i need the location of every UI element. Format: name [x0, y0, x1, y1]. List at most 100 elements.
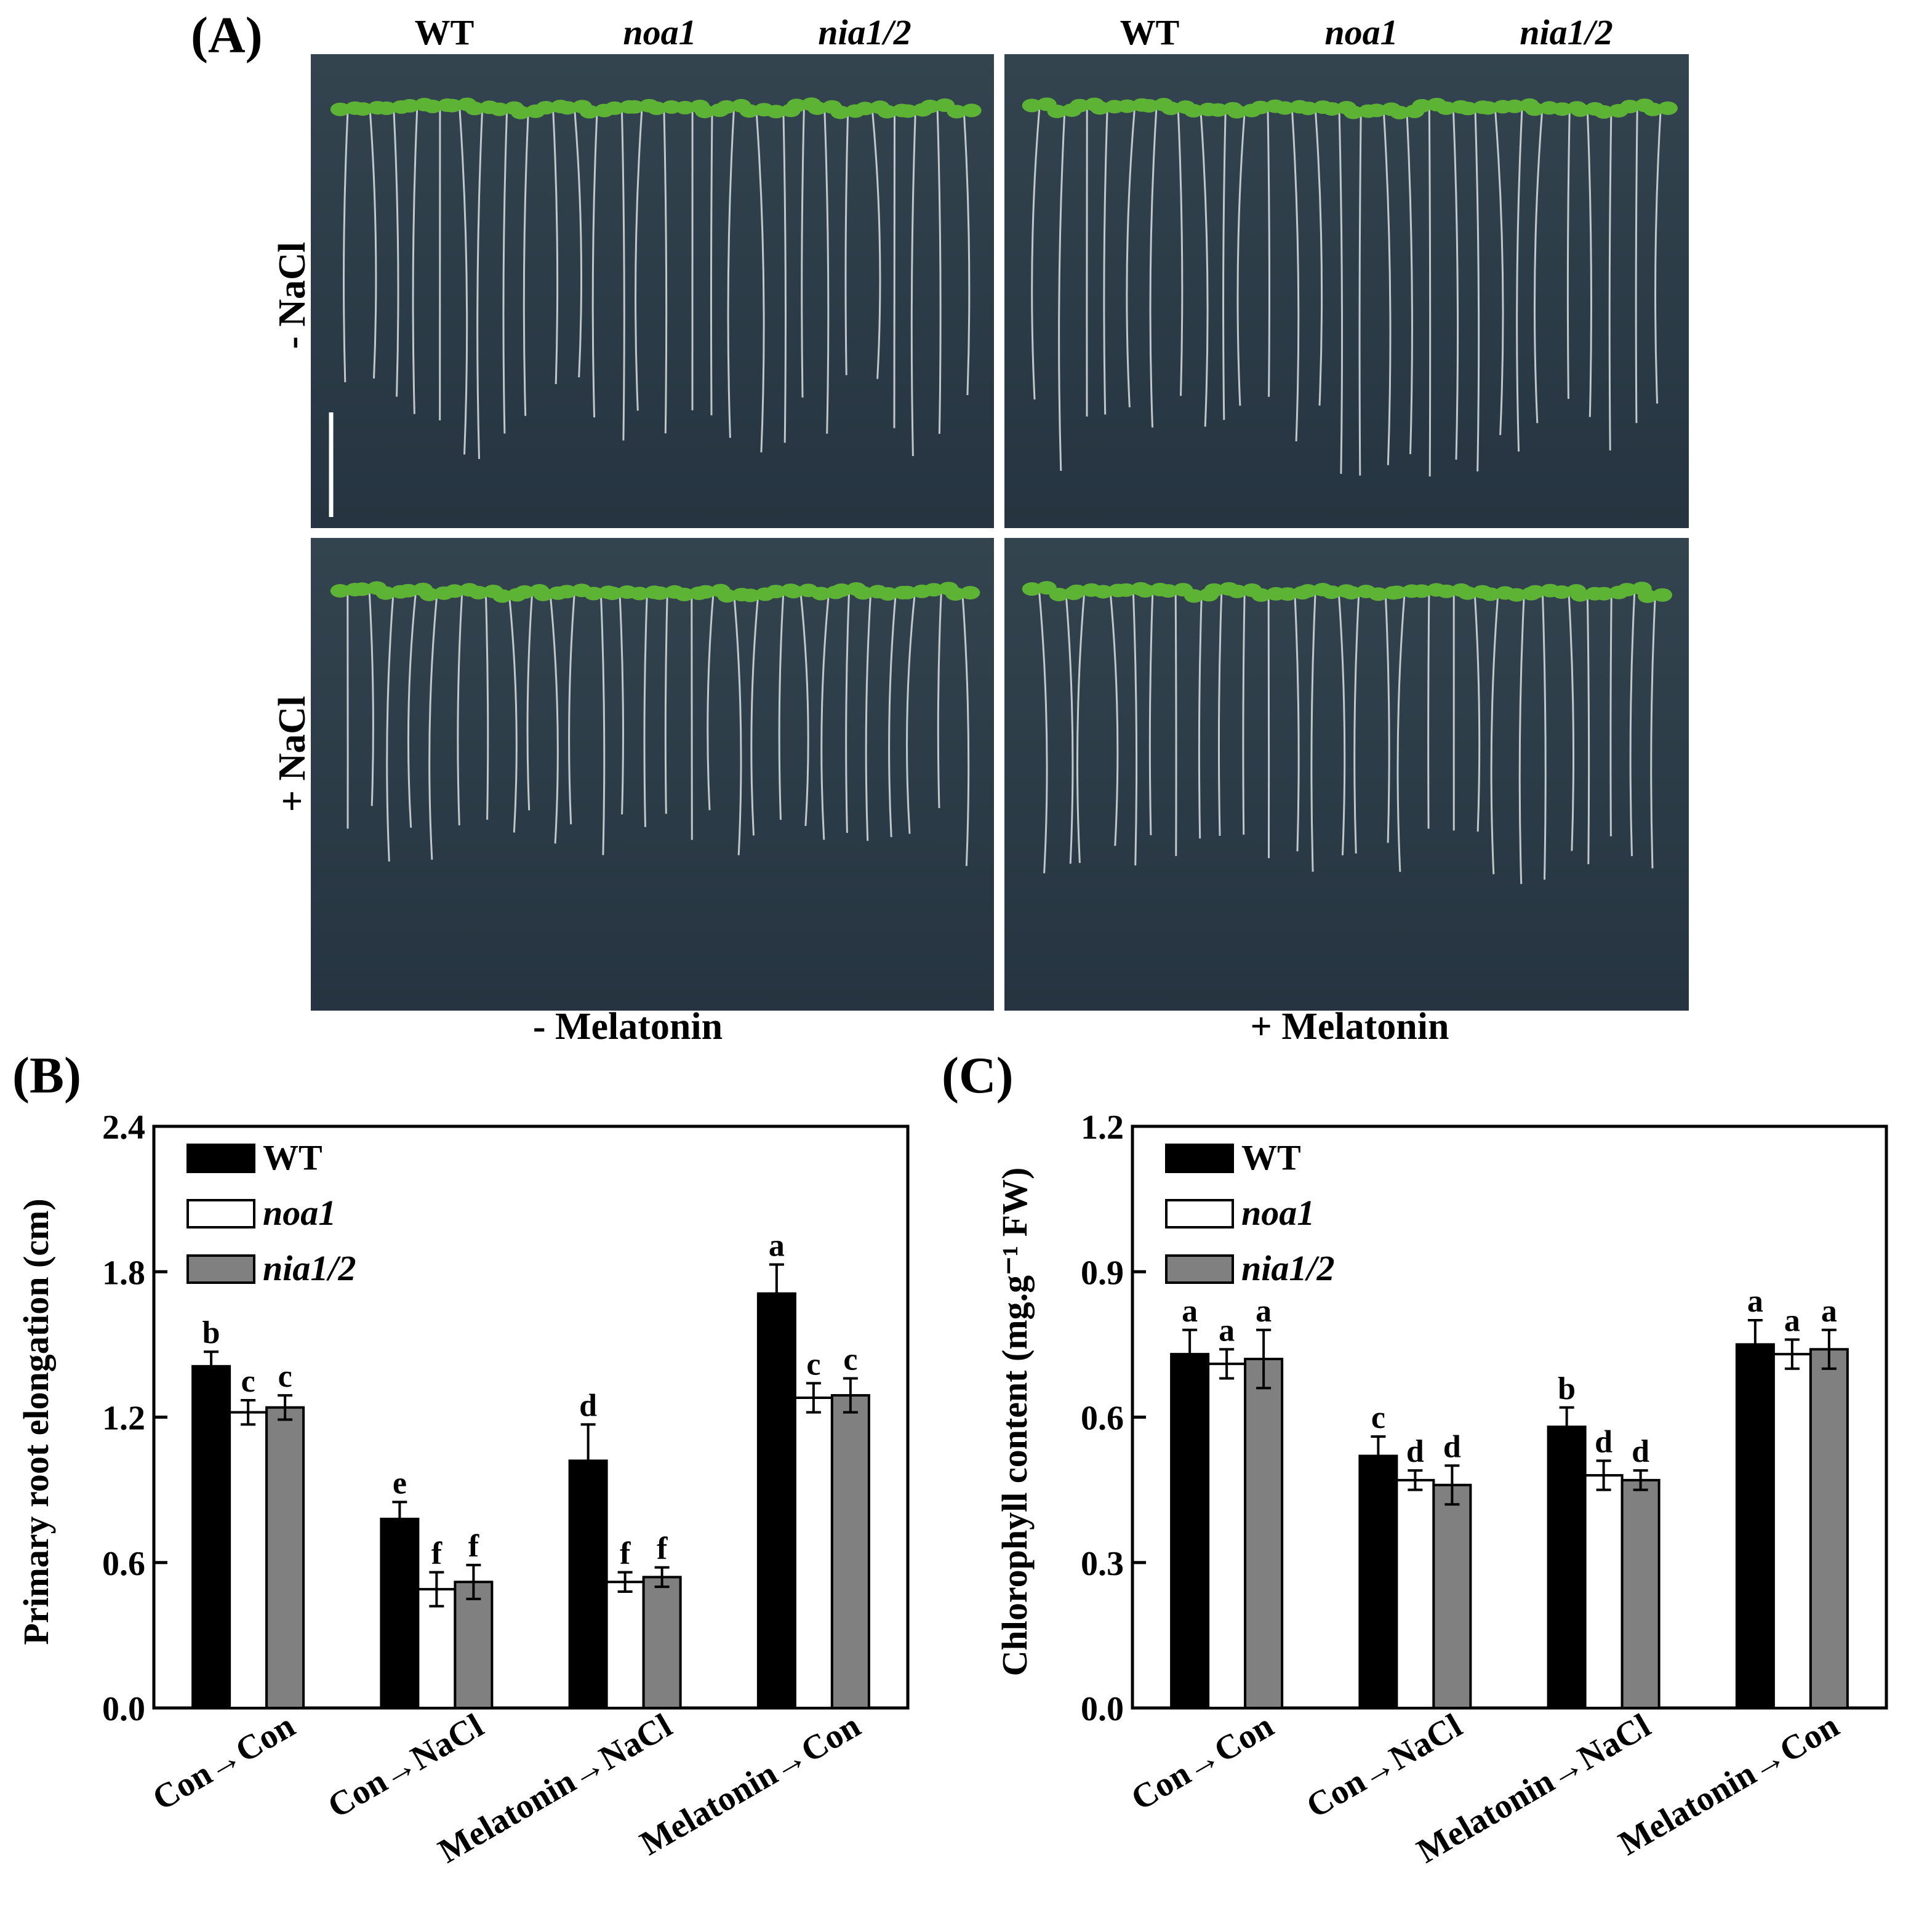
y-tick-label: 0.6: [1081, 1400, 1124, 1438]
seedling-leaf: [1411, 584, 1432, 598]
seedling-root: [1058, 114, 1065, 471]
seedling-root: [600, 597, 606, 856]
seedling-leaf: [1620, 100, 1640, 114]
seedling-root: [1654, 113, 1662, 404]
seedling-leaf: [1067, 584, 1087, 598]
seedling-root: [428, 598, 438, 860]
seedling-leaf: [1275, 101, 1295, 115]
seedling-leaf: [1322, 102, 1342, 116]
seedling-root: [910, 114, 916, 457]
seedling-root: [502, 113, 508, 434]
legend-swatch: [1165, 1254, 1234, 1284]
seedling-root: [412, 109, 419, 414]
genotype-label-wt-left: WT: [415, 12, 475, 52]
seedling-leaf: [1412, 98, 1432, 113]
seedling-root: [1383, 114, 1392, 465]
seedling-leaf: [624, 100, 644, 114]
seedling-root: [755, 114, 765, 453]
seedling-root: [1338, 112, 1344, 474]
seedling-root: [1533, 113, 1543, 423]
seedling-root: [1635, 110, 1638, 423]
bar-nia12-3: [1809, 1348, 1849, 1709]
seedling-root: [1358, 116, 1362, 476]
seedling-leaf: [1390, 105, 1410, 119]
seedling-leaf: [579, 105, 599, 119]
seedling-leaf: [1022, 582, 1042, 596]
seedling-leaf: [515, 585, 535, 599]
seedling-leaf: [924, 583, 944, 597]
seedling-root: [845, 593, 850, 833]
seedling-root: [707, 595, 715, 811]
bar-noa1-0: [1207, 1362, 1247, 1709]
seedling-leaf: [1341, 586, 1361, 599]
seedling-leaf: [831, 583, 852, 597]
bar-nia12-2: [642, 1576, 682, 1709]
legend-swatch: [1165, 1144, 1234, 1173]
y-tick-label: 2.4: [102, 1108, 145, 1147]
significance-letter: d: [1595, 1424, 1613, 1459]
seedling-root: [1076, 595, 1085, 864]
chart-b-ylabel: Primary root elongation (cm): [16, 1198, 56, 1645]
seedling-leaf: [1524, 102, 1545, 116]
seedling-leaf: [1321, 585, 1342, 599]
seedling-root: [1200, 114, 1209, 427]
row-label-plus-nacl: + NaCl: [271, 696, 313, 812]
seedling-leaf: [1617, 583, 1637, 597]
bar-nia12-0: [1244, 1358, 1284, 1709]
seedling-root: [643, 597, 648, 827]
seedling-root: [619, 596, 624, 815]
seedling-root: [1065, 598, 1074, 864]
significance-letter: a: [1256, 1294, 1272, 1329]
seedling-leaf: [830, 105, 851, 119]
seedling-root: [635, 110, 643, 411]
seedling-root: [844, 116, 849, 375]
seedling-leaf: [630, 587, 650, 601]
y-tick-label: 0.0: [102, 1690, 145, 1728]
y-tick-label: 0.0: [1081, 1690, 1124, 1728]
seedling-root: [1516, 110, 1523, 452]
seedling-leaf: [353, 102, 373, 116]
seedling-leaf: [1525, 585, 1545, 599]
seedling-root: [386, 596, 395, 862]
seedling-leaf: [739, 104, 759, 118]
genotype-label-noa1-left: noa1: [623, 12, 696, 52]
seedling-leaf: [1047, 105, 1067, 118]
seedling-leaf: [1436, 101, 1456, 115]
seedling-leaf: [1135, 583, 1155, 598]
seedling-root: [552, 111, 559, 385]
seedling-root: [1198, 599, 1203, 839]
chart-c: (C) Chlorophyll content (mg.g⁻¹ FW) 0.0 0…: [942, 1047, 1888, 1870]
significance-letter: d: [579, 1388, 597, 1423]
seedling-root: [963, 115, 971, 395]
seedling-root: [823, 111, 830, 434]
seedling-root: [1490, 598, 1499, 875]
seedling-leaf: [695, 585, 716, 599]
seedling-leaf: [603, 587, 623, 600]
legend-label: noa1: [263, 1193, 336, 1233]
legend-label: WT: [263, 1137, 323, 1177]
seedling-leaf: [740, 588, 761, 603]
y-tick-label: 0.9: [1081, 1254, 1124, 1292]
seedling-leaf: [766, 105, 786, 119]
seedling-leaf: [444, 584, 465, 598]
seedling-leaf: [1458, 102, 1478, 116]
seedling-root: [1542, 595, 1547, 880]
seedling-root: [591, 115, 598, 418]
bar-WT-3: [756, 1292, 796, 1709]
seedling-leaf: [1184, 103, 1204, 118]
genotype-label-noa1-right: noa1: [1324, 12, 1398, 52]
seedling-leaf: [330, 584, 350, 598]
seedling-leaf: [1227, 584, 1248, 598]
significance-letter: c: [1371, 1400, 1385, 1435]
seedling-root: [1494, 111, 1504, 435]
seedling-leaf: [1552, 102, 1572, 116]
plate-top-right: [1004, 54, 1689, 528]
seedling-root: [550, 598, 559, 844]
seedling-leaf: [604, 101, 625, 115]
seedling-leaf: [1184, 589, 1204, 603]
seedling-leaf: [465, 102, 485, 116]
seedling-leaf: [1478, 101, 1498, 115]
seedling-root: [476, 112, 483, 459]
seedling-leaf: [1090, 101, 1110, 115]
seedling-root: [1038, 592, 1048, 873]
